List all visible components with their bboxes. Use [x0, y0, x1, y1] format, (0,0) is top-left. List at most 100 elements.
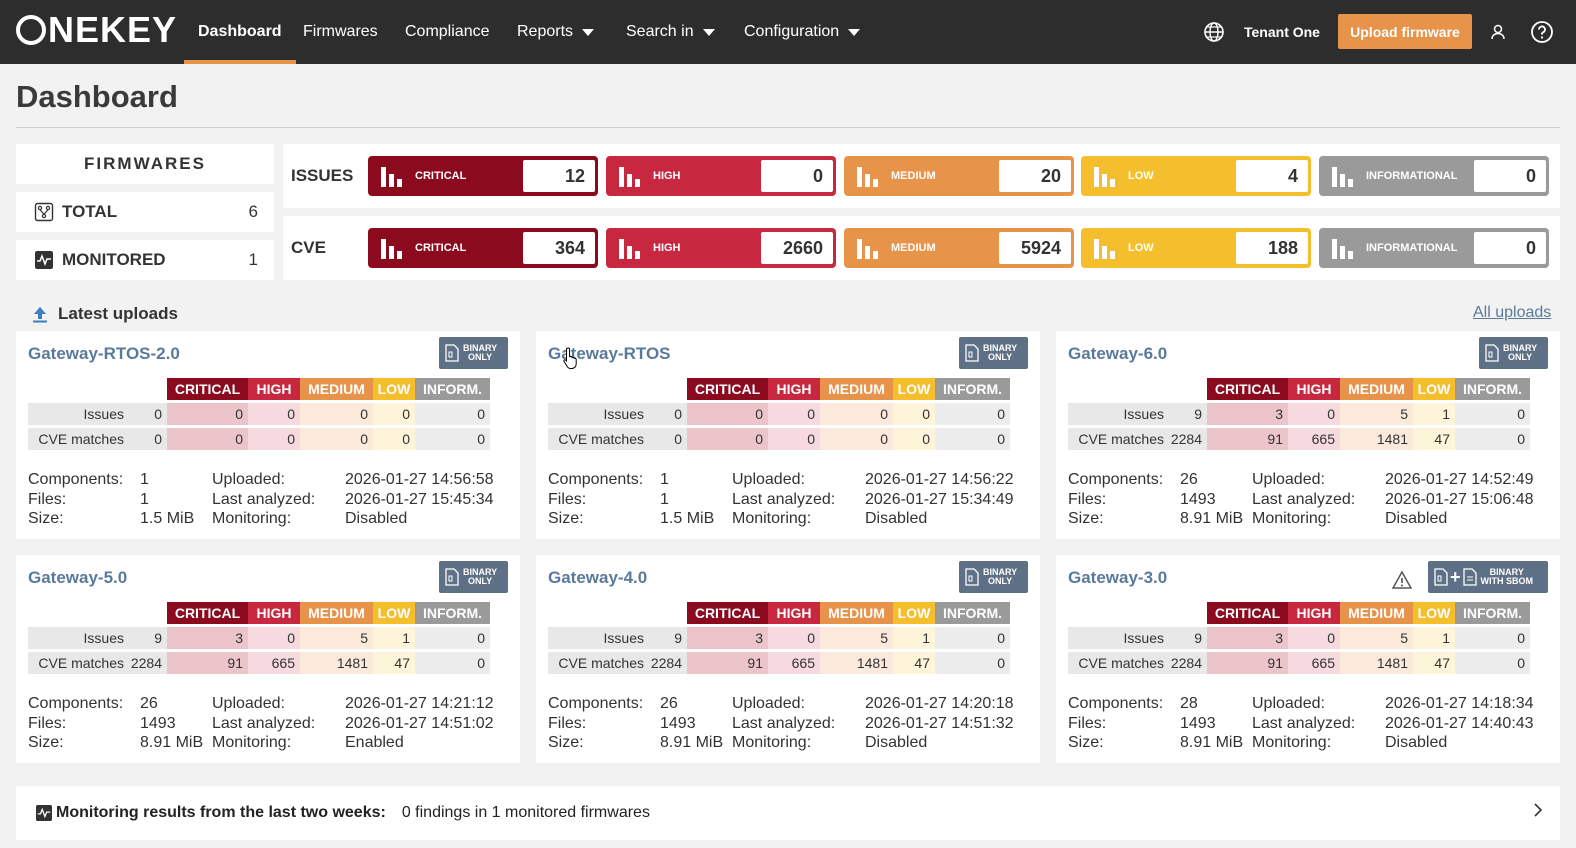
issues-severity-panel: ISSUES CRITICAL 12 HIGH 0 MEDIUM 20 LOW 4 IN… [283, 144, 1560, 208]
last-analyzed-label: Last analyzed: [212, 490, 316, 508]
issues-row[interactable]: Issues 0 0 0 0 0 0 [28, 403, 490, 425]
tenant-selector[interactable]: Tenant One [1244, 0, 1320, 64]
issues-medium-value: 5 [820, 627, 893, 649]
user-icon[interactable] [1486, 20, 1510, 44]
issues-total: 0 [128, 403, 167, 425]
monitoring-summary-bar[interactable]: Monitoring results from the last two wee… [16, 786, 1560, 840]
cve-row-label: CVE matches [548, 652, 648, 674]
issues-high-value: 0 [768, 403, 820, 425]
chevron-right-icon[interactable] [1532, 802, 1544, 818]
nav-dashboard[interactable]: Dashboard [184, 0, 296, 64]
severity-name: INFORMATIONAL [1366, 170, 1458, 182]
issues-informational-box[interactable]: INFORMATIONAL 0 [1319, 156, 1549, 196]
upload-card[interactable]: Gateway-RTOS BINARY ONLY CRITICAL HIGH MEDIUM… [536, 331, 1040, 539]
header-low: LOW [373, 602, 415, 624]
cve-row[interactable]: CVE matches 0 0 0 0 0 0 [548, 428, 1010, 450]
cve-row[interactable]: CVE matches 2284 91 665 1481 47 0 [548, 652, 1010, 674]
header-medium: MEDIUM [300, 602, 373, 624]
firmware-name-link[interactable]: Gateway-6.0 [1068, 344, 1168, 363]
badge-line-2: ONLY [467, 352, 493, 362]
nav-compliance[interactable]: Compliance [405, 0, 489, 64]
upload-card[interactable]: Gateway-RTOS-2.0 BINARY ONLY CRITICAL HIGH ME… [16, 331, 520, 539]
cve-row[interactable]: CVE matches 2284 91 665 1481 47 0 [1068, 652, 1530, 674]
issues-medium-box[interactable]: MEDIUM 20 [844, 156, 1074, 196]
issues-row-label: Issues [1068, 403, 1168, 425]
issues-row[interactable]: Issues 9 3 0 5 1 0 [28, 627, 490, 649]
header-critical: CRITICAL [687, 378, 768, 400]
size-value: 8.91 MiB [1180, 734, 1244, 751]
firmware-name-link[interactable]: Gateway-RTOS [548, 344, 671, 363]
cve-critical-box[interactable]: CRITICAL 364 [368, 228, 598, 268]
nav-reports-label: Reports [517, 23, 574, 40]
header-high: HIGH [768, 378, 820, 400]
firmwares-monitored-row[interactable]: MONITORED 1 [16, 240, 274, 280]
monitoring-label: Monitoring: [1252, 510, 1332, 527]
issues-row[interactable]: Issues 9 3 0 5 1 0 [1068, 403, 1530, 425]
firmwares-total-row[interactable]: TOTAL 6 [16, 192, 274, 232]
onekey-logo[interactable]: NEKEY [16, 9, 177, 50]
cve-low-box[interactable]: LOW 188 [1081, 228, 1311, 268]
severity-name: HIGH [653, 242, 681, 254]
chevron-down-icon [702, 28, 715, 36]
header-inform: INFORM. [935, 602, 1010, 624]
binary-file-icon [1485, 344, 1499, 362]
nav-configuration[interactable]: Configuration [744, 0, 861, 64]
last-analyzed-label: Last analyzed: [212, 714, 316, 732]
cve-row[interactable]: CVE matches 2284 91 665 1481 47 0 [28, 652, 490, 674]
upload-arrow-icon [32, 305, 48, 323]
uploaded-label: Uploaded: [212, 695, 285, 712]
firmware-name-link[interactable]: Gateway-4.0 [548, 568, 648, 587]
issues-high-count: 0 [761, 160, 833, 192]
info-labels-right: Uploaded: Last analyzed: Monitoring: [732, 470, 850, 529]
issues-total: 9 [1168, 403, 1207, 425]
upload-card[interactable]: Gateway-3.0 + BINARY WITH SBOM CRITICAL HIGH M… [1056, 555, 1560, 763]
cve-row[interactable]: CVE matches 2284 91 665 1481 47 0 [1068, 428, 1530, 450]
cve-high-box[interactable]: HIGH 2660 [606, 228, 836, 268]
globe-icon[interactable] [1202, 20, 1226, 44]
firmware-name-link[interactable]: Gateway-3.0 [1068, 568, 1168, 587]
badge-text: BINARY ONLY [463, 344, 497, 362]
nav-reports[interactable]: Reports [517, 0, 595, 64]
cve-label: CVE [291, 238, 326, 257]
help-icon[interactable] [1530, 20, 1554, 44]
nav-firmwares-label: Firmwares [303, 23, 378, 40]
info-values-left: 26 1493 8.91 MiB [140, 694, 240, 753]
cve-medium-value: 0 [300, 428, 373, 450]
header-inform: INFORM. [415, 602, 490, 624]
cve-informational-count: 0 [1474, 232, 1546, 264]
nav-search-in[interactable]: Search in [626, 0, 715, 64]
upload-card[interactable]: Gateway-4.0 BINARY ONLY CRITICAL HIGH MEDIUM L… [536, 555, 1040, 763]
issues-low-box[interactable]: LOW 4 [1081, 156, 1311, 196]
issues-high-value: 0 [1288, 403, 1340, 425]
issues-total: 9 [1168, 627, 1207, 649]
issues-row[interactable]: Issues 9 3 0 5 1 0 [1068, 627, 1530, 649]
cve-low-value: 47 [1413, 428, 1455, 450]
issues-critical-value: 3 [167, 627, 248, 649]
last-analyzed-value: 2026-01-27 15:06:48 [1385, 490, 1534, 508]
firmware-name-link[interactable]: Gateway-RTOS-2.0 [28, 344, 180, 363]
uploaded-value: 2026-01-27 14:21:12 [345, 695, 494, 712]
badge-line-1: BINARY [1489, 567, 1524, 577]
upload-card[interactable]: Gateway-5.0 BINARY ONLY CRITICAL HIGH MEDIUM L… [16, 555, 520, 763]
nav-firmwares[interactable]: Firmwares [303, 0, 378, 64]
header-critical: CRITICAL [687, 602, 768, 624]
badge-line-2: ONLY [467, 576, 493, 586]
cve-informational-box[interactable]: INFORMATIONAL 0 [1319, 228, 1549, 268]
top-navigation: NEKEY Dashboard Firmwares Compliance Rep… [0, 0, 1576, 64]
issues-high-box[interactable]: HIGH 0 [606, 156, 836, 196]
all-uploads-link[interactable]: All uploads [1473, 304, 1552, 321]
upload-card[interactable]: Gateway-6.0 BINARY ONLY CRITICAL HIGH MEDIUM L… [1056, 331, 1560, 539]
issues-row-label: Issues [548, 627, 648, 649]
binary-file-icon [965, 568, 979, 586]
firmware-name-link[interactable]: Gateway-5.0 [28, 568, 128, 587]
issues-row[interactable]: Issues 0 0 0 0 0 0 [548, 403, 1010, 425]
monitoring-icon [36, 805, 52, 821]
cve-medium-box[interactable]: MEDIUM 5924 [844, 228, 1074, 268]
issues-critical-box[interactable]: CRITICAL 12 [368, 156, 598, 196]
latest-uploads-title: Latest uploads [58, 304, 178, 323]
badge-line-1: BINARY [463, 567, 498, 577]
cve-row[interactable]: CVE matches 0 0 0 0 0 0 [28, 428, 490, 450]
upload-firmware-button[interactable]: Upload firmware [1338, 14, 1472, 49]
cve-medium-value: 1481 [820, 652, 893, 674]
issues-row[interactable]: Issues 9 3 0 5 1 0 [548, 627, 1010, 649]
